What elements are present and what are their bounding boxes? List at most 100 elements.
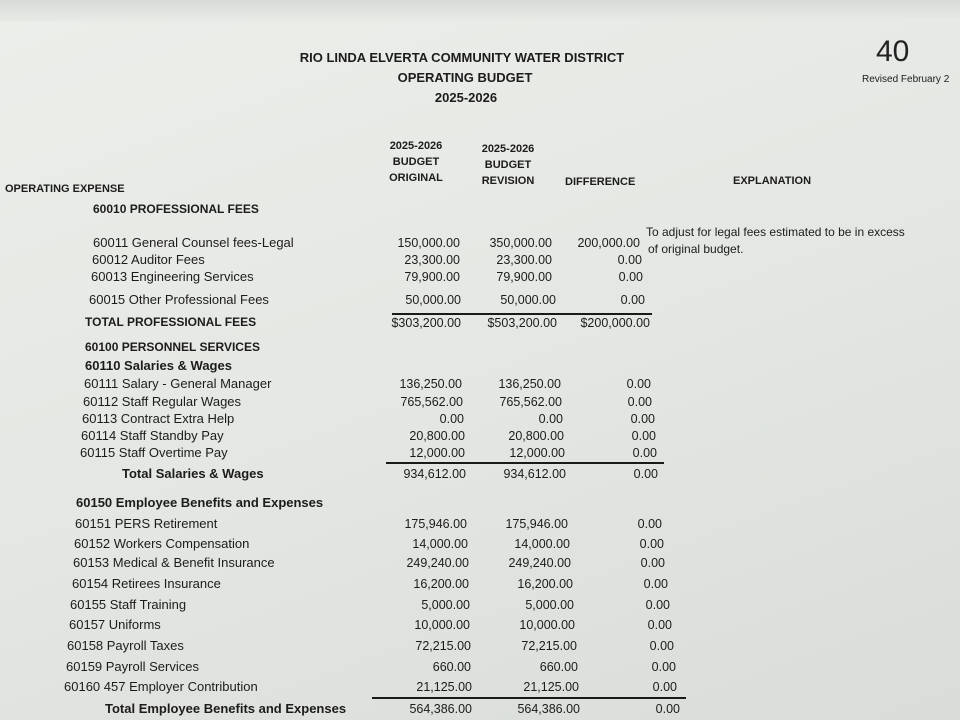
line-item-label: 60152 Workers Compensation: [74, 536, 250, 551]
revision-amount: 10,000.00: [519, 618, 575, 632]
revision-amount: 21,125.00: [523, 680, 579, 694]
original-amount: 14,000.00: [412, 537, 468, 551]
difference-amount: 200,000.00: [577, 236, 640, 250]
header-line: BUDGET: [392, 156, 440, 168]
subtotal-rule: [392, 313, 652, 315]
line-item-label: 60011 General Counsel fees-Legal: [93, 235, 294, 250]
document-title: RIO LINDA ELVERTA COMMUNITY WATER DISTRI…: [299, 50, 625, 65]
page-edge: [0, 0, 960, 22]
original-amount: 10,000.00: [414, 618, 470, 632]
revision-amount: 20,800.00: [508, 429, 564, 443]
line-item-label: 60114 Staff Standby Pay: [81, 428, 224, 443]
column-header-difference: DIFFERENCE: [565, 176, 636, 188]
revision-amount: 14,000.00: [514, 537, 570, 551]
original-amount: 5,000.00: [421, 598, 470, 612]
original-amount: 20,800.00: [409, 429, 465, 443]
original-amount: 72,215.00: [415, 639, 471, 653]
difference-amount: 0.00: [630, 412, 655, 426]
revision-amount: 765,562.00: [499, 395, 562, 409]
line-item-label: 60159 Payroll Services: [66, 659, 199, 674]
row-heading: 60110 Salaries & Wages: [85, 358, 232, 373]
difference-amount: 0.00: [645, 598, 670, 612]
original-amount: 175,946.00: [404, 517, 467, 531]
revision-amount: 934,612.00: [503, 467, 566, 481]
total-row-label: TOTAL PROFESSIONAL FEES: [85, 315, 257, 329]
difference-amount: 0.00: [617, 253, 642, 267]
line-item-label: 60112 Staff Regular Wages: [83, 394, 242, 409]
column-header-explanation: EXPLANATION: [733, 175, 812, 187]
line-item-label: 60015 Other Professional Fees: [89, 292, 269, 307]
revision-amount: 660.00: [539, 660, 578, 674]
difference-amount: 0.00: [640, 556, 665, 570]
original-amount: 765,562.00: [400, 395, 463, 409]
line-item-label: 60013 Engineering Services: [91, 269, 254, 284]
line-item-label: 60153 Medical & Benefit Insurance: [73, 555, 275, 570]
revision-amount: 564,386.00: [517, 702, 580, 716]
revision-amount: 79,900.00: [496, 270, 552, 284]
row-heading: 60100 PERSONNEL SERVICES: [85, 340, 260, 354]
original-amount: 12,000.00: [409, 446, 465, 460]
row-heading: 60010 PROFESSIONAL FEES: [93, 202, 259, 216]
column-header-revision: 2025-2026 BUDGET REVISION: [482, 141, 535, 189]
header-line: 2025-2026: [481, 143, 535, 155]
difference-amount: 0.00: [626, 377, 651, 391]
original-amount: 50,000.00: [405, 293, 461, 307]
revision-amount: 72,215.00: [521, 639, 577, 653]
explanation-line: of original budget.: [648, 242, 744, 256]
original-amount: $303,200.00: [391, 316, 461, 330]
original-amount: 150,000.00: [397, 236, 460, 250]
explanation-line: To adjust for legal fees estimated to be…: [646, 225, 905, 239]
difference-amount: 0.00: [655, 702, 680, 716]
difference-amount: 0.00: [627, 395, 652, 409]
original-amount: 136,250.00: [399, 377, 462, 391]
handwritten-page-number: 40: [876, 35, 910, 68]
difference-amount: 0.00: [631, 429, 656, 443]
original-amount: 934,612.00: [403, 467, 466, 481]
subtotal-rule: [372, 697, 686, 699]
original-amount: 79,900.00: [404, 270, 460, 284]
original-amount: 564,386.00: [409, 702, 472, 716]
revision-amount: 350,000.00: [489, 236, 552, 250]
line-item-label: 60111 Salary - General Manager: [84, 376, 272, 391]
difference-amount: 0.00: [651, 660, 676, 674]
original-amount: 249,240.00: [406, 556, 469, 570]
header-line: REVISION: [481, 175, 535, 187]
total-row-label: Total Employee Benefits and Expenses: [105, 701, 347, 716]
line-item-label: 60012 Auditor Fees: [92, 252, 205, 267]
difference-amount: 0.00: [620, 293, 645, 307]
revision-amount: 249,240.00: [508, 556, 571, 570]
difference-amount: 0.00: [633, 467, 658, 481]
revision-amount: 175,946.00: [505, 517, 568, 531]
header-line: ORIGINAL: [389, 172, 443, 184]
document-year: 2025-2026: [434, 90, 498, 105]
total-row-label: Total Salaries & Wages: [122, 466, 264, 481]
column-header-original: 2025-2026 BUDGET ORIGINAL: [389, 138, 443, 186]
header-line: BUDGET: [484, 159, 532, 171]
revised-note: Revised February 2: [862, 74, 950, 85]
section-operating-expense: OPERATING EXPENSE: [5, 183, 125, 195]
original-amount: 0.00: [439, 412, 464, 426]
difference-amount: 0.00: [632, 446, 657, 460]
original-amount: 16,200.00: [413, 577, 469, 591]
difference-amount: 0.00: [643, 577, 668, 591]
revision-amount: 5,000.00: [525, 598, 574, 612]
revision-amount: 50,000.00: [500, 293, 556, 307]
line-item-label: 60154 Retirees Insurance: [72, 576, 221, 591]
line-item-label: 60158 Payroll Taxes: [67, 638, 184, 653]
revision-amount: 23,300.00: [496, 253, 552, 267]
difference-amount: 0.00: [652, 680, 677, 694]
row-heading: 60150 Employee Benefits and Expenses: [76, 495, 324, 510]
revision-amount: 0.00: [538, 412, 563, 426]
difference-amount: 0.00: [637, 517, 662, 531]
revision-amount: 12,000.00: [509, 446, 565, 460]
difference-amount: $200,000.00: [580, 316, 650, 330]
difference-amount: 0.00: [618, 270, 643, 284]
original-amount: 23,300.00: [404, 253, 460, 267]
line-item-label: 60151 PERS Retirement: [75, 516, 218, 531]
difference-amount: 0.00: [639, 537, 664, 551]
revision-amount: 136,250.00: [498, 377, 561, 391]
line-item-label: 60160 457 Employer Contribution: [64, 679, 258, 694]
subtotal-rule: [386, 462, 664, 464]
revision-amount: $503,200.00: [487, 316, 557, 330]
